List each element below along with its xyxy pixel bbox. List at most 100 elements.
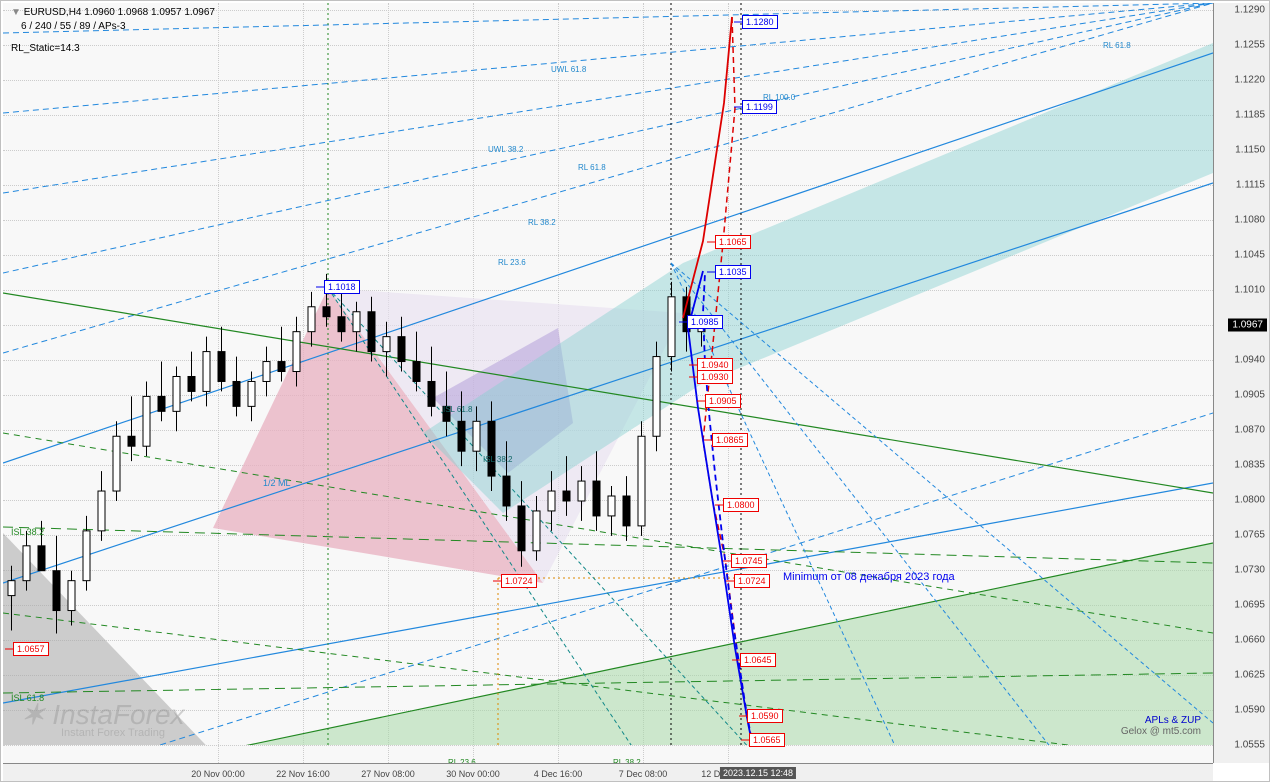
- y-tick: 1.0695: [1234, 600, 1265, 611]
- footer-line2: Gelox @ mt5.com: [1121, 726, 1201, 737]
- y-tick: 1.0660: [1234, 635, 1265, 646]
- price-label: 1.0745: [731, 554, 767, 568]
- green-dash-2: [3, 673, 1213, 693]
- candle: [233, 381, 240, 406]
- price-label: 1.0800: [723, 498, 759, 512]
- y-tick: 1.0590: [1234, 705, 1265, 716]
- x-tick: 7 Dec 08:00: [619, 769, 668, 779]
- plot-area[interactable]: ▼ EURUSD,H4 1.0960 1.0968 1.0957 1.0967 …: [3, 3, 1213, 763]
- params-header: 6 / 240 / 55 / 89 / APs-3: [21, 21, 126, 32]
- y-tick: 1.0905: [1234, 390, 1265, 401]
- annotation-text: RL 61.8: [1103, 41, 1131, 50]
- y-tick: 1.1290: [1234, 5, 1265, 16]
- candle: [83, 531, 90, 581]
- candle: [353, 312, 360, 332]
- price-label: 1.1018: [324, 280, 360, 294]
- y-tick: 1.0625: [1234, 670, 1265, 681]
- candle: [218, 352, 225, 382]
- blue-diag-down-3: [671, 263, 903, 745]
- price-label: 1.0657: [13, 642, 49, 656]
- y-tick: 1.1080: [1234, 215, 1265, 226]
- candle: [413, 362, 420, 382]
- x-tick: 4 Dec 16:00: [534, 769, 583, 779]
- green-solid-1: [3, 293, 1213, 493]
- footer-credit: APLs & ZUP Gelox @ mt5.com: [1121, 715, 1201, 737]
- price-label: 1.0905: [705, 394, 741, 408]
- candle: [173, 376, 180, 411]
- candle: [293, 332, 300, 372]
- y-tick: 1.0940: [1234, 355, 1265, 366]
- annotation-text: RL 61.8: [578, 163, 606, 172]
- candle: [248, 381, 255, 406]
- x-tick: 30 Nov 00:00: [446, 769, 500, 779]
- annotation-text: 1/2 ML: [263, 478, 291, 488]
- teal-channel: [423, 43, 1213, 513]
- candle: [503, 476, 510, 506]
- annotation-text: UWL 61.8: [551, 65, 586, 74]
- price-label: 1.0865: [712, 433, 748, 447]
- candle: [533, 511, 540, 551]
- price-label: 1.0565: [749, 733, 785, 747]
- candle: [128, 436, 135, 446]
- blue-dash-6: [103, 413, 1213, 745]
- price-label: 1.0724: [501, 574, 537, 588]
- watermark: ✶ InstaForex Instant Forex Trading: [21, 698, 185, 739]
- candle: [158, 396, 165, 411]
- green-tri: [163, 543, 1213, 745]
- candle: [143, 396, 150, 446]
- candle: [368, 312, 375, 352]
- annotation-text: ISL 61.8: [443, 405, 473, 414]
- price-label: 1.0985: [687, 315, 723, 329]
- y-tick: 1.0765: [1234, 530, 1265, 541]
- indicator-header: RL_Static=14.3: [11, 43, 80, 54]
- candle: [38, 546, 45, 571]
- blue-dash-3: [3, 3, 1213, 193]
- y-tick: 1.0800: [1234, 495, 1265, 506]
- y-tick-current: 1.0967: [1228, 318, 1267, 331]
- candle: [203, 352, 210, 392]
- symbol-header: ▼ EURUSD,H4 1.0960 1.0968 1.0957 1.0967: [11, 7, 215, 18]
- x-tick: 22 Nov 16:00: [276, 769, 330, 779]
- candle: [263, 362, 270, 382]
- y-tick: 1.1185: [1235, 110, 1265, 121]
- green-solid-2: [163, 543, 1213, 745]
- teal-diag-1: [328, 288, 763, 745]
- candle: [668, 297, 675, 357]
- blue-dash-2: [3, 3, 1213, 113]
- price-label: 1.1065: [715, 235, 751, 249]
- candle: [428, 381, 435, 406]
- blue-solid-3: [3, 483, 1213, 703]
- candle: [8, 581, 15, 596]
- candle: [458, 421, 465, 451]
- y-tick: 1.1115: [1236, 180, 1265, 191]
- teal-diag-2: [328, 288, 643, 745]
- x-tick-current: 2023.12.15 12:48: [720, 767, 796, 779]
- blue-dash-4: [3, 3, 1213, 273]
- lavender-tri: [328, 288, 683, 583]
- green-dash-3: [3, 433, 1213, 633]
- candle: [323, 307, 330, 317]
- pink-tri: [213, 288, 543, 583]
- annotation-text: ISL 38.2: [483, 455, 513, 464]
- candle: [578, 481, 585, 501]
- candle: [68, 581, 75, 611]
- candle: [518, 506, 525, 551]
- x-tick: 27 Nov 08:00: [361, 769, 415, 779]
- annotation-text: RL 100.0: [763, 93, 795, 102]
- candle: [308, 307, 315, 332]
- chart-container: ▼ EURUSD,H4 1.0960 1.0968 1.0957 1.0967 …: [0, 0, 1270, 782]
- candle: [473, 421, 480, 451]
- price-label: 1.0645: [740, 653, 776, 667]
- candle: [653, 357, 660, 437]
- annotation-text: UWL 38.2: [488, 145, 523, 154]
- annotation-text: RL 23.6: [498, 258, 526, 267]
- price-label: 1.1280: [742, 15, 778, 29]
- y-tick: 1.1255: [1234, 40, 1265, 51]
- price-label: 1.0590: [747, 709, 783, 723]
- green-dash-1: [3, 527, 1213, 563]
- candle: [188, 376, 195, 391]
- y-tick: 1.1220: [1234, 75, 1265, 86]
- footer-line1: APLs & ZUP: [1121, 715, 1201, 726]
- y-tick: 1.1045: [1234, 250, 1265, 261]
- price-label: 1.1199: [742, 100, 777, 114]
